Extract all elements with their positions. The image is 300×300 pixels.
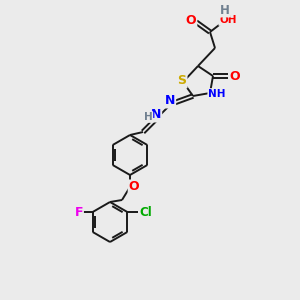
Text: F: F <box>74 206 83 218</box>
Text: N: N <box>165 94 175 107</box>
Text: N: N <box>151 109 161 122</box>
Text: S: S <box>178 74 187 88</box>
Text: H: H <box>144 112 152 122</box>
Text: O: O <box>129 181 139 194</box>
Text: NH: NH <box>208 89 226 99</box>
Text: O: O <box>230 70 240 83</box>
Text: H: H <box>220 4 230 16</box>
Text: OH: OH <box>219 15 237 25</box>
Text: Cl: Cl <box>139 206 152 218</box>
Text: O: O <box>186 14 196 26</box>
